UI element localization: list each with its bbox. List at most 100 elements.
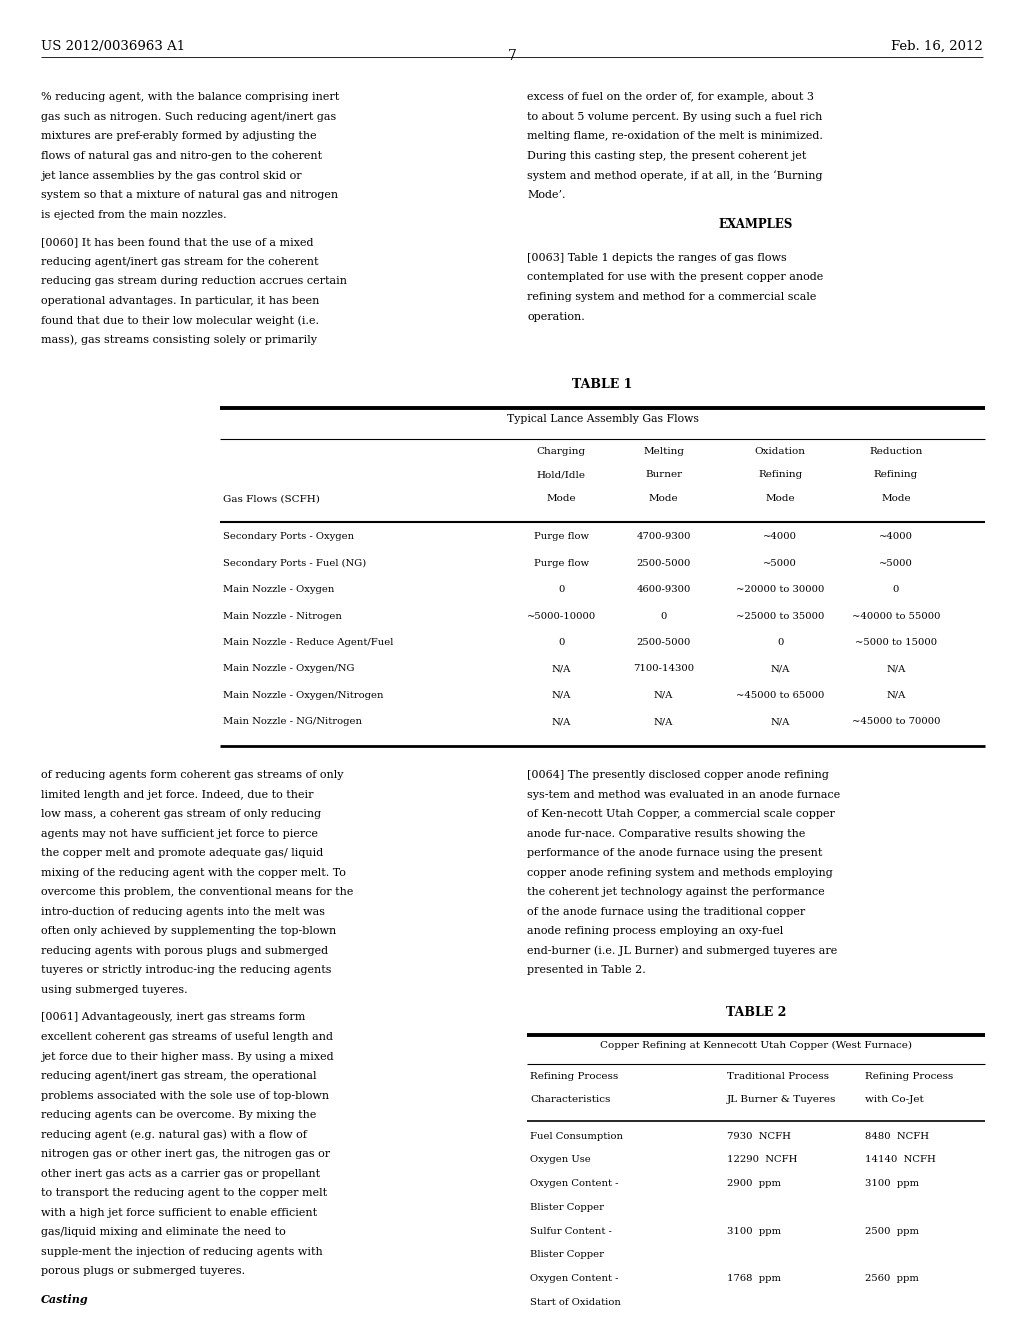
Text: 0: 0 (558, 585, 564, 594)
Text: the coherent jet technology against the performance: the coherent jet technology against the … (527, 887, 825, 898)
Text: reducing agents can be overcome. By mixing the: reducing agents can be overcome. By mixi… (41, 1110, 316, 1121)
Text: mixtures are pref-erably formed by adjusting the: mixtures are pref-erably formed by adjus… (41, 132, 316, 141)
Text: 2500-5000: 2500-5000 (636, 558, 691, 568)
Text: ~25000 to 35000: ~25000 to 35000 (736, 611, 824, 620)
Text: ~40000 to 55000: ~40000 to 55000 (852, 611, 940, 620)
Text: Secondary Ports - Oxygen: Secondary Ports - Oxygen (223, 532, 354, 541)
Text: limited length and jet force. Indeed, due to their: limited length and jet force. Indeed, du… (41, 789, 313, 800)
Text: Traditional Process: Traditional Process (727, 1072, 829, 1081)
Text: Typical Lance Assembly Gas Flows: Typical Lance Assembly Gas Flows (507, 413, 698, 424)
Text: to transport the reducing agent to the copper melt: to transport the reducing agent to the c… (41, 1188, 327, 1199)
Text: [0061] Advantageously, inert gas streams form: [0061] Advantageously, inert gas streams… (41, 1012, 305, 1023)
Text: excellent coherent gas streams of useful length and: excellent coherent gas streams of useful… (41, 1032, 333, 1041)
Text: Oxygen Content -: Oxygen Content - (530, 1274, 618, 1283)
Text: ~5000: ~5000 (763, 558, 798, 568)
Text: 2560  ppm: 2560 ppm (865, 1274, 920, 1283)
Text: 7930  NCFH: 7930 NCFH (727, 1131, 791, 1140)
Text: Refining Process: Refining Process (530, 1072, 618, 1081)
Text: 12290  NCFH: 12290 NCFH (727, 1155, 798, 1164)
Text: Main Nozzle - Oxygen: Main Nozzle - Oxygen (223, 585, 335, 594)
Text: 3100  ppm: 3100 ppm (727, 1226, 781, 1236)
Text: Burner: Burner (645, 470, 682, 479)
Text: system so that a mixture of natural gas and nitrogen: system so that a mixture of natural gas … (41, 190, 338, 201)
Text: found that due to their low molecular weight (i.e.: found that due to their low molecular we… (41, 315, 318, 326)
Text: 14140  NCFH: 14140 NCFH (865, 1155, 936, 1164)
Text: gas/liquid mixing and eliminate the need to: gas/liquid mixing and eliminate the need… (41, 1228, 286, 1237)
Text: Main Nozzle - Nitrogen: Main Nozzle - Nitrogen (223, 611, 342, 620)
Text: Sulfur Content -: Sulfur Content - (530, 1226, 612, 1236)
Text: melting flame, re-oxidation of the melt is minimized.: melting flame, re-oxidation of the melt … (527, 132, 823, 141)
Text: operation.: operation. (527, 312, 585, 322)
Text: [0064] The presently disclosed copper anode refining: [0064] The presently disclosed copper an… (527, 770, 829, 780)
Text: 0: 0 (558, 638, 564, 647)
Text: Mode: Mode (766, 494, 795, 503)
Text: Charging: Charging (537, 446, 586, 455)
Text: problems associated with the sole use of top-blown: problems associated with the sole use of… (41, 1090, 329, 1101)
Text: often only achieved by supplementing the top-blown: often only achieved by supplementing the… (41, 927, 336, 936)
Text: Hold/Idle: Hold/Idle (537, 470, 586, 479)
Text: Oxygen Use: Oxygen Use (530, 1155, 591, 1164)
Text: N/A: N/A (552, 717, 570, 726)
Text: Blister Copper: Blister Copper (530, 1250, 604, 1259)
Text: porous plugs or submerged tuyeres.: porous plugs or submerged tuyeres. (41, 1266, 245, 1276)
Text: reducing gas stream during reduction accrues certain: reducing gas stream during reduction acc… (41, 276, 347, 286)
Text: nitrogen gas or other inert gas, the nitrogen gas or: nitrogen gas or other inert gas, the nit… (41, 1150, 330, 1159)
Text: performance of the anode furnace using the present: performance of the anode furnace using t… (527, 849, 822, 858)
Text: Fuel Consumption: Fuel Consumption (530, 1131, 624, 1140)
Text: N/A: N/A (552, 690, 570, 700)
Text: anode fur-nace. Comparative results showing the: anode fur-nace. Comparative results show… (527, 829, 806, 838)
Text: of reducing agents form coherent gas streams of only: of reducing agents form coherent gas str… (41, 770, 343, 780)
Text: During this casting step, the present coherent jet: During this casting step, the present co… (527, 150, 807, 161)
Text: Reduction: Reduction (869, 446, 923, 455)
Text: overcome this problem, the conventional means for the: overcome this problem, the conventional … (41, 887, 353, 898)
Text: using submerged tuyeres.: using submerged tuyeres. (41, 985, 187, 995)
Text: Purge flow: Purge flow (534, 532, 589, 541)
Text: 0: 0 (660, 611, 667, 620)
Text: reducing agent/inert gas stream for the coherent: reducing agent/inert gas stream for the … (41, 256, 318, 267)
Text: anode refining process employing an oxy-fuel: anode refining process employing an oxy-… (527, 927, 783, 936)
Text: JL Burner & Tuyeres: JL Burner & Tuyeres (727, 1094, 837, 1104)
Text: system and method operate, if at all, in the ‘Burning: system and method operate, if at all, in… (527, 170, 823, 181)
Text: copper anode refining system and methods employing: copper anode refining system and methods… (527, 867, 834, 878)
Text: contemplated for use with the present copper anode: contemplated for use with the present co… (527, 272, 823, 282)
Text: low mass, a coherent gas stream of only reducing: low mass, a coherent gas stream of only … (41, 809, 322, 820)
Text: N/A: N/A (771, 664, 790, 673)
Text: Main Nozzle - NG/Nitrogen: Main Nozzle - NG/Nitrogen (223, 717, 362, 726)
Text: 2500  ppm: 2500 ppm (865, 1226, 920, 1236)
Text: Start of Oxidation: Start of Oxidation (530, 1298, 622, 1307)
Text: [0063] Table 1 depicts the ranges of gas flows: [0063] Table 1 depicts the ranges of gas… (527, 253, 787, 263)
Text: Mode: Mode (882, 494, 910, 503)
Text: ~4000: ~4000 (763, 532, 798, 541)
Text: Main Nozzle - Oxygen/Nitrogen: Main Nozzle - Oxygen/Nitrogen (223, 690, 384, 700)
Text: Mode: Mode (649, 494, 678, 503)
Text: TABLE 1: TABLE 1 (572, 378, 633, 391)
Text: sys-tem and method was evaluated in an anode furnace: sys-tem and method was evaluated in an a… (527, 789, 841, 800)
Text: 4600-9300: 4600-9300 (636, 585, 691, 594)
Text: jet force due to their higher mass. By using a mixed: jet force due to their higher mass. By u… (41, 1052, 334, 1061)
Text: of Ken-necott Utah Copper, a commercial scale copper: of Ken-necott Utah Copper, a commercial … (527, 809, 836, 820)
Text: to about 5 volume percent. By using such a fuel rich: to about 5 volume percent. By using such… (527, 112, 822, 121)
Text: N/A: N/A (887, 690, 905, 700)
Text: 0: 0 (777, 638, 783, 647)
Text: [0060] It has been found that the use of a mixed: [0060] It has been found that the use of… (41, 238, 313, 247)
Text: gas such as nitrogen. Such reducing agent/inert gas: gas such as nitrogen. Such reducing agen… (41, 112, 336, 121)
Text: ~5000: ~5000 (879, 558, 913, 568)
Text: presented in Table 2.: presented in Table 2. (527, 965, 646, 975)
Text: end-burner (i.e. JL Burner) and submerged tuyeres are: end-burner (i.e. JL Burner) and submerge… (527, 946, 838, 957)
Text: jet lance assemblies by the gas control skid or: jet lance assemblies by the gas control … (41, 170, 302, 181)
Text: 7100-14300: 7100-14300 (633, 664, 694, 673)
Text: US 2012/0036963 A1: US 2012/0036963 A1 (41, 40, 185, 53)
Text: ~20000 to 30000: ~20000 to 30000 (736, 585, 824, 594)
Text: ~5000-10000: ~5000-10000 (526, 611, 596, 620)
Text: N/A: N/A (654, 717, 673, 726)
Text: intro-duction of reducing agents into the melt was: intro-duction of reducing agents into th… (41, 907, 325, 917)
Text: tuyeres or strictly introduc-ing the reducing agents: tuyeres or strictly introduc-ing the red… (41, 965, 332, 975)
Text: N/A: N/A (771, 717, 790, 726)
Text: ~45000 to 65000: ~45000 to 65000 (736, 690, 824, 700)
Text: other inert gas acts as a carrier gas or propellant: other inert gas acts as a carrier gas or… (41, 1168, 321, 1179)
Text: TABLE 2: TABLE 2 (726, 1006, 786, 1019)
Text: Mode’.: Mode’. (527, 190, 566, 201)
Text: 2500-5000: 2500-5000 (636, 638, 691, 647)
Text: 1768  ppm: 1768 ppm (727, 1274, 781, 1283)
Text: of the anode furnace using the traditional copper: of the anode furnace using the tradition… (527, 907, 806, 917)
